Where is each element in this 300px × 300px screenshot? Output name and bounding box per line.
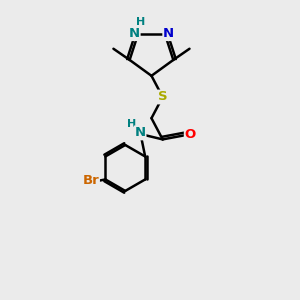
Text: N: N [129,27,140,40]
Text: H: H [136,17,145,27]
Text: Br: Br [82,174,99,188]
Text: S: S [158,91,167,103]
Text: N: N [134,126,146,140]
Text: H: H [127,119,136,129]
Text: N: N [163,27,174,40]
Text: O: O [185,128,196,142]
